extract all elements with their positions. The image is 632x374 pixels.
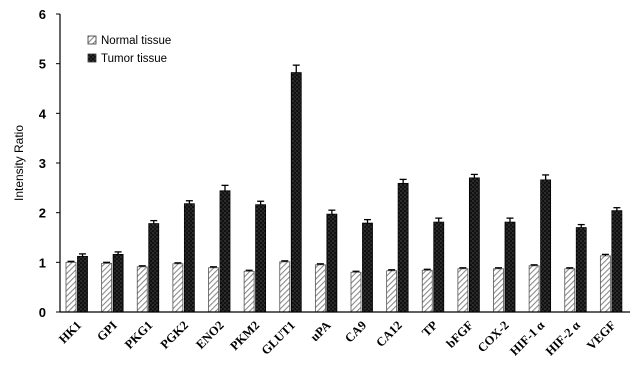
x-tick-label: bFGF xyxy=(444,318,477,351)
y-tick-label: 3 xyxy=(39,156,46,171)
bar-normal-gpi xyxy=(101,262,113,313)
y-tick-label: 2 xyxy=(39,206,46,221)
x-tick-label: HIF-2 α xyxy=(543,318,583,358)
legend-swatch-normal xyxy=(87,35,97,45)
y-tick-label: 6 xyxy=(39,7,46,22)
bar-tumor-gpi xyxy=(112,253,124,313)
x-tick-label: PKG1 xyxy=(122,318,155,351)
bar-normal-upa xyxy=(314,264,326,313)
x-tick-label: CA9 xyxy=(342,318,369,345)
bar-tumor-cox-2 xyxy=(504,221,516,313)
bar-normal-pgk2 xyxy=(172,263,184,313)
y-tick-label: 1 xyxy=(39,255,46,270)
x-tick-label: HK1 xyxy=(56,318,84,346)
bar-normal-glut1 xyxy=(279,261,291,313)
x-tick-label: PGK2 xyxy=(158,318,191,351)
bar-tumor-eno2 xyxy=(219,190,231,313)
x-tick-label: TP xyxy=(419,318,440,339)
bar-normal-pkm2 xyxy=(243,270,255,313)
bar-tumor-tp xyxy=(433,221,445,313)
y-tick-label: 5 xyxy=(39,57,46,72)
bar-tumor-ca9 xyxy=(362,222,373,313)
bar-tumor-upa xyxy=(326,213,338,313)
bar-normal-pkg1 xyxy=(136,266,148,313)
y-axis-title: Intensity Ratio xyxy=(12,125,26,201)
bar-normal-hif-2- xyxy=(564,268,576,313)
x-tick-label: HIF-1 α xyxy=(507,318,547,358)
bar-tumor-pkg1 xyxy=(148,223,160,313)
x-tick-label: uPA xyxy=(308,318,334,344)
legend-swatch-tumor xyxy=(87,53,97,63)
x-tick-label: GPI xyxy=(94,318,120,344)
bar-tumor-hif-1- xyxy=(540,179,552,313)
bar-tumor-hif-2- xyxy=(575,227,587,313)
y-tick-label: 0 xyxy=(39,305,46,320)
x-tick-label: PKM2 xyxy=(227,318,262,353)
bar-normal-eno2 xyxy=(208,267,219,313)
y-tick-label: 4 xyxy=(39,106,47,121)
bar-normal-vegf xyxy=(599,255,611,313)
bar-tumor-hk1 xyxy=(77,255,88,313)
x-tick-label: GLUT1 xyxy=(259,318,298,357)
bar-tumor-vegf xyxy=(611,210,623,313)
bar-tumor-glut1 xyxy=(290,72,302,313)
x-tick-label: ENO2 xyxy=(193,318,226,351)
bar-normal-cox-2 xyxy=(493,268,504,313)
bar-tumor-ca12 xyxy=(397,182,409,313)
plot-area: 0 1 2 3 4 5 6 Intensity Ratio HK1 GPI PKG1 PGK2 ENO2… xyxy=(12,7,630,358)
x-tick-label: VEGF xyxy=(584,318,619,353)
bar-normal-ca9 xyxy=(350,271,362,313)
x-tick-label: COX-2 xyxy=(475,318,512,355)
bar-normal-bfgf xyxy=(457,268,469,313)
bar-normal-hk1 xyxy=(65,261,77,313)
x-tick-label: CA12 xyxy=(373,318,405,350)
bar-normal-tp xyxy=(421,269,433,313)
bar-tumor-pgk2 xyxy=(183,203,195,313)
legend-label-normal: Normal tissue xyxy=(101,35,171,47)
bar-tumor-bfgf xyxy=(468,177,480,313)
bar-normal-ca12 xyxy=(386,270,398,313)
bar-normal-hif-1- xyxy=(528,265,540,313)
legend-label-tumor: Tumor tissue xyxy=(101,53,167,65)
bar-tumor-pkm2 xyxy=(255,204,267,313)
